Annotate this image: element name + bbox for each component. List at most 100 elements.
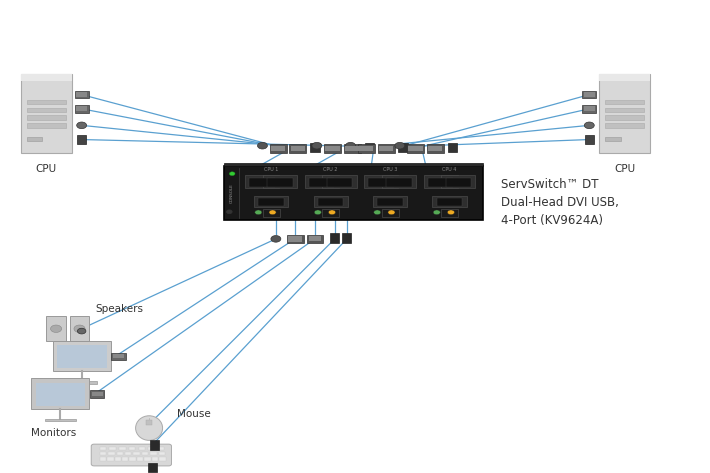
Bar: [314, 195, 348, 207]
FancyBboxPatch shape: [224, 166, 483, 220]
Bar: [378, 144, 395, 153]
Circle shape: [315, 210, 322, 215]
Bar: [365, 143, 374, 152]
Bar: [327, 178, 352, 187]
Circle shape: [50, 325, 62, 333]
Circle shape: [329, 210, 336, 215]
Bar: [318, 198, 344, 206]
Text: CONSOLE: CONSOLE: [230, 183, 234, 203]
Bar: [109, 447, 116, 450]
Bar: [129, 447, 136, 450]
Bar: [305, 175, 339, 188]
Bar: [107, 457, 114, 461]
Bar: [585, 135, 594, 144]
Bar: [428, 178, 454, 187]
Bar: [137, 457, 143, 461]
Bar: [263, 209, 280, 217]
Bar: [424, 175, 458, 188]
Text: CPU: CPU: [36, 165, 57, 175]
Text: ServSwitch™ DT
Dual-Head DVI USB,
4-Port (KV9624A): ServSwitch™ DT Dual-Head DVI USB, 4-Port…: [501, 177, 618, 227]
Bar: [442, 175, 476, 188]
Bar: [249, 178, 275, 187]
Bar: [291, 146, 305, 151]
Bar: [90, 391, 104, 397]
Circle shape: [258, 142, 268, 149]
Bar: [125, 452, 131, 455]
Bar: [99, 452, 106, 455]
Bar: [582, 105, 596, 113]
Text: CPU 4: CPU 4: [442, 167, 457, 172]
Bar: [379, 146, 393, 151]
Circle shape: [77, 328, 86, 334]
FancyBboxPatch shape: [46, 316, 66, 341]
Bar: [446, 178, 471, 187]
Bar: [606, 100, 644, 104]
Bar: [359, 146, 373, 151]
Bar: [287, 235, 304, 243]
Bar: [254, 195, 288, 207]
Bar: [408, 146, 422, 151]
Bar: [133, 452, 140, 455]
Bar: [309, 178, 334, 187]
Bar: [322, 209, 339, 217]
Text: CPU 3: CPU 3: [383, 167, 397, 172]
Bar: [159, 452, 165, 455]
Circle shape: [229, 172, 235, 175]
Bar: [75, 91, 89, 98]
Bar: [77, 135, 86, 144]
Ellipse shape: [136, 416, 163, 440]
Bar: [27, 123, 65, 128]
Bar: [606, 123, 644, 128]
Bar: [432, 195, 466, 207]
Circle shape: [77, 122, 87, 129]
Bar: [66, 381, 97, 384]
Bar: [27, 100, 65, 104]
Text: Monitors: Monitors: [31, 428, 76, 438]
Bar: [398, 143, 408, 152]
Bar: [99, 457, 106, 461]
Bar: [148, 447, 155, 450]
Bar: [57, 345, 106, 368]
Circle shape: [584, 122, 594, 129]
Bar: [92, 392, 103, 396]
Bar: [582, 91, 596, 98]
Bar: [263, 175, 297, 188]
Circle shape: [447, 210, 454, 215]
Bar: [129, 457, 136, 461]
Bar: [36, 383, 85, 406]
Bar: [271, 146, 285, 151]
Bar: [114, 457, 121, 461]
Bar: [377, 198, 403, 206]
Bar: [364, 175, 398, 188]
FancyBboxPatch shape: [599, 74, 650, 152]
Bar: [599, 74, 650, 81]
Bar: [142, 452, 148, 455]
Bar: [138, 447, 145, 450]
Bar: [307, 235, 323, 243]
Bar: [290, 144, 307, 153]
Bar: [342, 233, 351, 243]
Bar: [288, 236, 302, 242]
Circle shape: [373, 210, 381, 215]
Circle shape: [255, 210, 262, 215]
FancyBboxPatch shape: [31, 378, 89, 409]
Bar: [310, 143, 320, 152]
Circle shape: [346, 142, 356, 149]
Bar: [330, 233, 339, 243]
Bar: [448, 143, 457, 152]
FancyBboxPatch shape: [70, 316, 89, 341]
Bar: [258, 198, 284, 206]
Bar: [427, 144, 444, 153]
Text: CPU: CPU: [614, 165, 635, 175]
FancyBboxPatch shape: [91, 444, 172, 466]
Bar: [437, 198, 462, 206]
Circle shape: [269, 210, 276, 215]
Text: Mouse: Mouse: [178, 409, 212, 419]
Text: Speakers: Speakers: [96, 304, 144, 314]
Circle shape: [226, 210, 232, 214]
Bar: [151, 440, 160, 450]
Bar: [245, 175, 279, 188]
Bar: [584, 92, 595, 97]
Bar: [152, 457, 158, 461]
Bar: [27, 108, 65, 112]
